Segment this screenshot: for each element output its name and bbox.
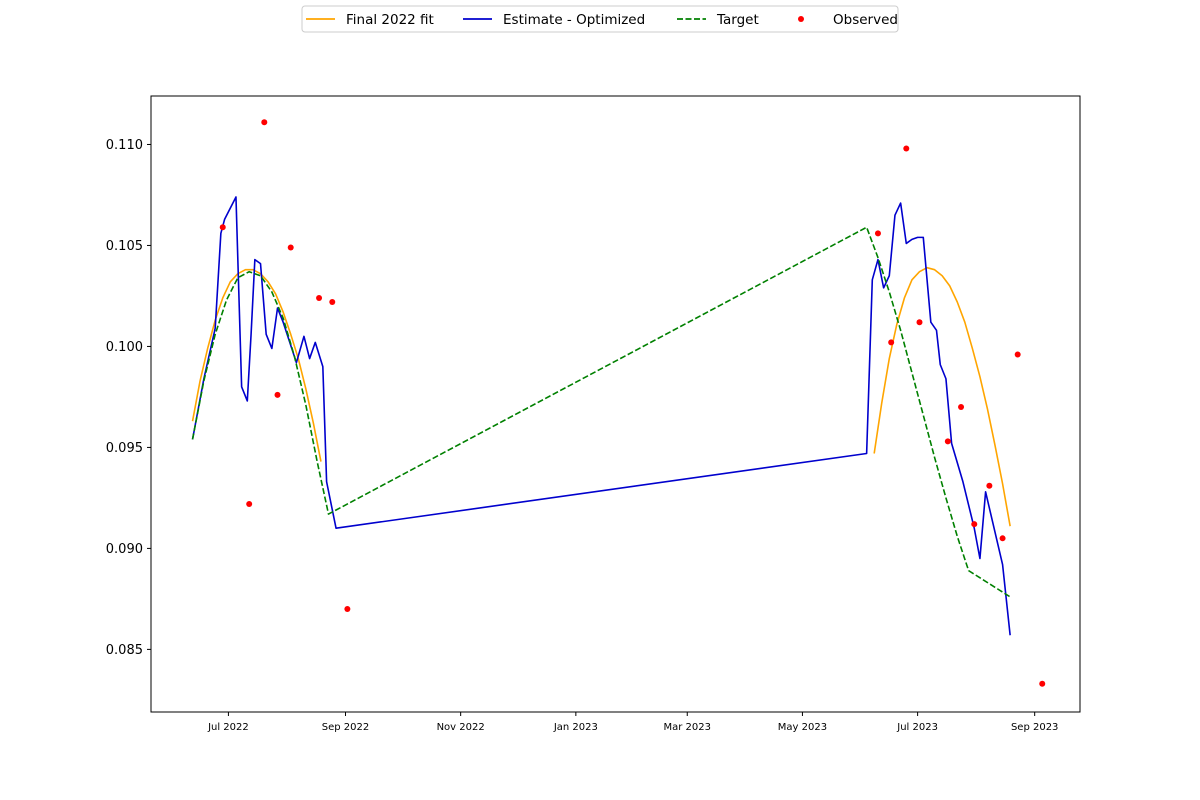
observed-point-4 (287, 244, 294, 251)
series-layer (191, 119, 1046, 687)
observed-point-18 (1039, 680, 1046, 687)
legend-label-target: Target (716, 12, 759, 28)
y-tick-label-4: 0.105 (106, 239, 143, 254)
plot-area-frame (150, 95, 1081, 713)
legend-box (301, 5, 899, 33)
observed-point-15 (986, 482, 993, 489)
observed-point-2 (261, 119, 268, 126)
y-tick-label-2: 0.095 (106, 441, 143, 456)
observed-point-16 (999, 535, 1006, 542)
observed-point-12 (944, 438, 951, 445)
legend-marker-observed (798, 16, 804, 22)
series-line-final-2022-fit-0 (191, 268, 322, 462)
observed-point-7 (344, 606, 351, 612)
x-tick-label-7: Sep 2023 (1011, 722, 1058, 733)
legend-label-observed: Observed (833, 12, 898, 28)
observed-point-8 (874, 230, 881, 237)
x-axis: Jul 2022 Sep 2022 Nov 2022 Jan 2023 Mar 2023… (207, 712, 1058, 733)
observed-point-3 (274, 391, 281, 398)
observed-point-17 (1014, 351, 1021, 358)
observed-point-9 (888, 339, 895, 346)
observed-point-1 (246, 500, 253, 507)
series-line-estimate-optimized-2 (191, 196, 1011, 636)
y-axis: 0.085 0.090 0.095 0.100 0.105 0.110 (106, 138, 151, 658)
y-tick-label-5: 0.110 (106, 138, 143, 153)
x-tick-label-0: Jul 2022 (207, 722, 249, 733)
observed-point-11 (916, 319, 923, 326)
x-tick-label-4: Mar 2023 (664, 722, 712, 733)
y-tick-label-0: 0.085 (106, 643, 143, 658)
observed-point-0 (219, 224, 226, 231)
y-tick-label-3: 0.100 (106, 340, 143, 355)
x-tick-label-1: Sep 2022 (322, 722, 369, 733)
observed-point-6 (329, 299, 336, 306)
x-tick-label-2: Nov 2022 (437, 722, 485, 733)
series-line-final-2022-fit-1 (873, 266, 1011, 527)
legend-label-estimate-optimized: Estimate - Optimized (503, 12, 645, 28)
observed-point-13 (958, 404, 965, 411)
y-tick-label-1: 0.090 (106, 542, 143, 557)
x-tick-label-6: Jul 2023 (896, 722, 938, 733)
observed-point-10 (903, 145, 910, 152)
x-tick-label-5: May 2023 (778, 722, 827, 733)
legend: Final 2022 fit Estimate - Optimized Target… (301, 5, 899, 33)
legend-label-final-2022-fit: Final 2022 fit (346, 12, 434, 28)
observed-point-14 (971, 521, 978, 528)
series-line-target-3 (191, 226, 1011, 598)
x-tick-label-3: Jan 2023 (553, 722, 598, 733)
observed-point-5 (316, 294, 323, 301)
